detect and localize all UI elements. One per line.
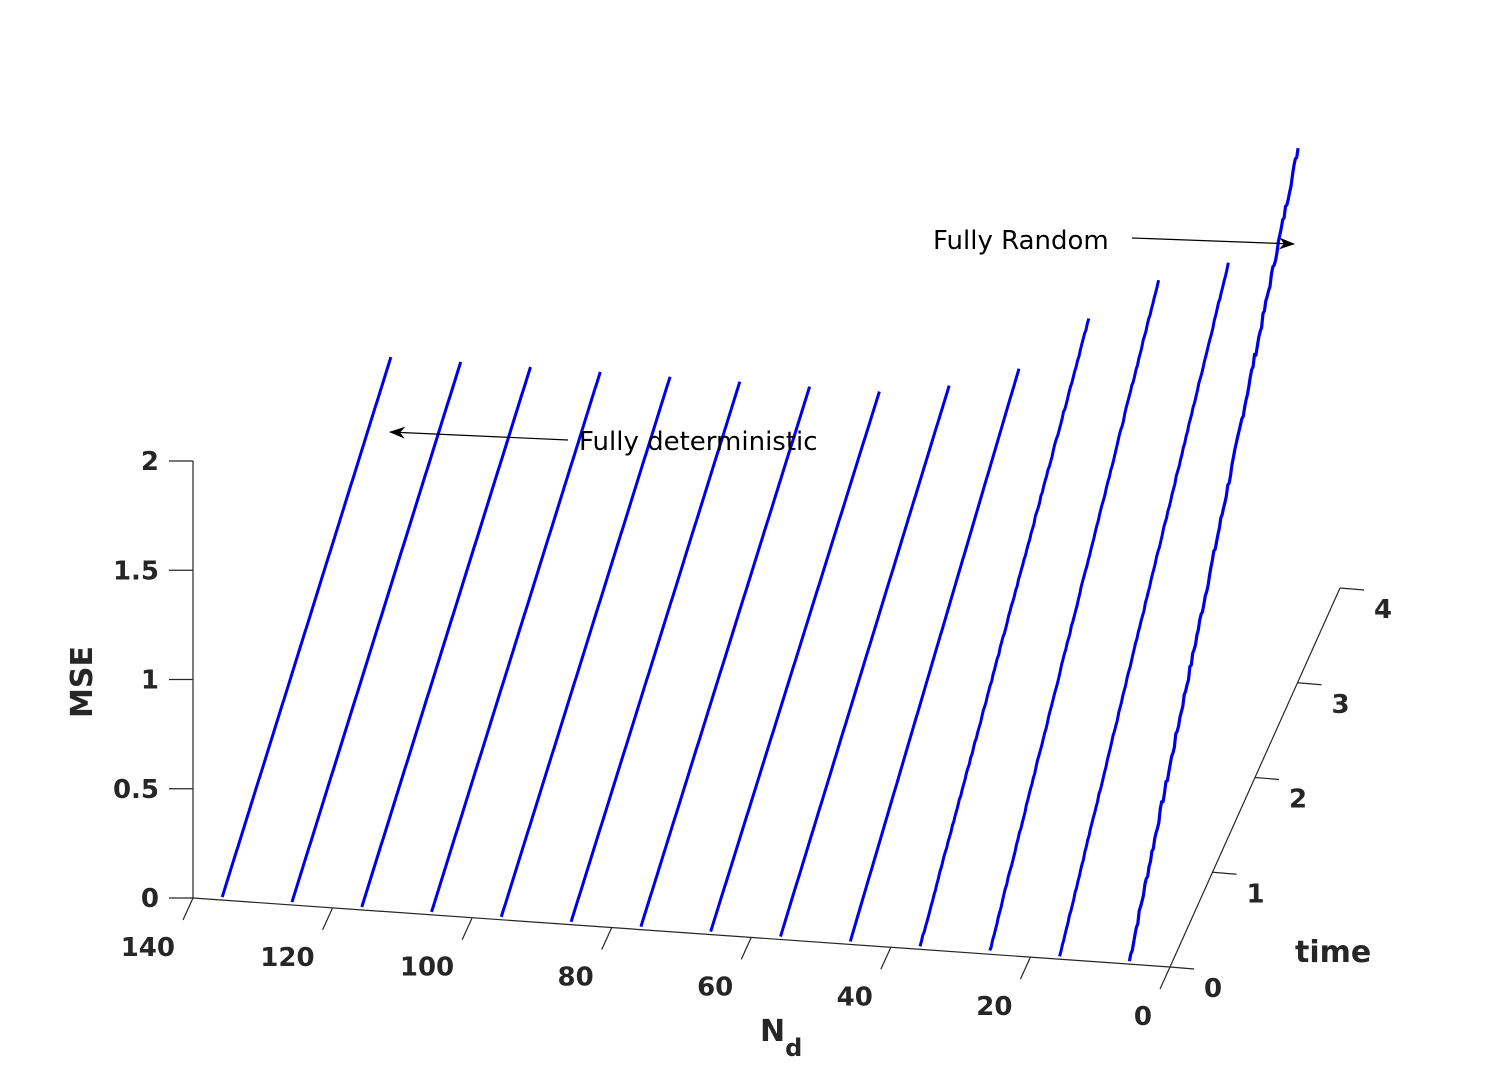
- time-tick: [1212, 871, 1237, 875]
- series-line-nd-10: [1058, 262, 1230, 957]
- time-tick-label: 0: [1204, 974, 1222, 1004]
- nd-tick: [1019, 956, 1031, 980]
- time-tick-label: 3: [1332, 690, 1350, 720]
- annotation-fully-deterministic: Fully deterministic: [579, 427, 818, 457]
- nd-tick: [461, 917, 473, 940]
- nd-tick: [880, 947, 892, 970]
- nd-tick-label: 20: [976, 992, 1012, 1022]
- series-line-nd-130: [220, 356, 393, 898]
- nd-tick: [322, 907, 334, 931]
- time-ticks: 0 1 2 3 4: [1169, 587, 1392, 1004]
- annotation-fully-random: Fully Random: [933, 226, 1109, 256]
- series-line-nd-70: [639, 386, 812, 928]
- time-tick: [1339, 587, 1365, 591]
- mse-ticks: 0 0.5 1 1.5 2: [113, 447, 193, 914]
- time-tick-label: 1: [1247, 879, 1265, 909]
- nd-tick-label: 80: [558, 963, 594, 993]
- nd-tick: [1159, 966, 1171, 990]
- nd-tick: [601, 927, 613, 950]
- series-line-nd-90: [499, 376, 672, 918]
- series-line-nd-110: [360, 366, 532, 908]
- mse-tick-label: 0.5: [113, 775, 159, 805]
- nd-ticks: 0 20 40 60 80 100 120 140: [121, 897, 1171, 1032]
- annotation-fully-random-arrow: [1131, 237, 1295, 250]
- mse-axis-title: MSE: [65, 646, 100, 718]
- nd-axis-line: [192, 897, 1171, 968]
- annotations: Fully Random Fully deterministic: [389, 226, 1295, 457]
- annotation-fully-deterministic-arrow: [389, 426, 569, 441]
- nd-axis-title-subscript: d: [785, 1034, 802, 1062]
- time-tick: [1297, 682, 1322, 686]
- time-tick-label: 2: [1289, 785, 1307, 815]
- series-lines: [220, 147, 1300, 962]
- time-tick-label: 4: [1374, 595, 1392, 625]
- nd-tick-label: 0: [1134, 1002, 1152, 1032]
- nd-axis-title-main: N: [760, 1014, 785, 1049]
- series-line-nd-120: [290, 361, 463, 903]
- series-line-nd-80: [569, 381, 742, 923]
- series-line-nd-60: [709, 391, 881, 933]
- time-axis-title: time: [1295, 935, 1371, 970]
- series-line-nd-100: [430, 371, 602, 913]
- nd-tick: [740, 937, 752, 960]
- nd-tick-label: 120: [260, 943, 314, 973]
- nd-tick-label: 140: [121, 933, 175, 963]
- mse-tick-label: 2: [141, 447, 159, 477]
- nd-tick: [182, 897, 194, 921]
- nd-tick-label: 40: [837, 982, 873, 1012]
- time-tick: [1254, 776, 1280, 781]
- axes-group: [192, 461, 1341, 968]
- nd-axis-title: Nd: [760, 1014, 802, 1062]
- series-line-nd-30: [918, 318, 1091, 947]
- mse-tick-label: 0: [141, 884, 159, 914]
- time-tick: [1169, 966, 1195, 970]
- series-line-nd-20: [988, 279, 1161, 951]
- mse-tick-label: 1: [141, 666, 159, 696]
- series-line-nd-50: [779, 385, 951, 938]
- mse-tick-label: 1.5: [113, 556, 159, 586]
- nd-tick-label: 60: [697, 972, 733, 1002]
- nd-tick-label: 100: [400, 953, 454, 983]
- series-line-nd-40: [848, 368, 1021, 942]
- series-line-nd-0: [1127, 147, 1300, 962]
